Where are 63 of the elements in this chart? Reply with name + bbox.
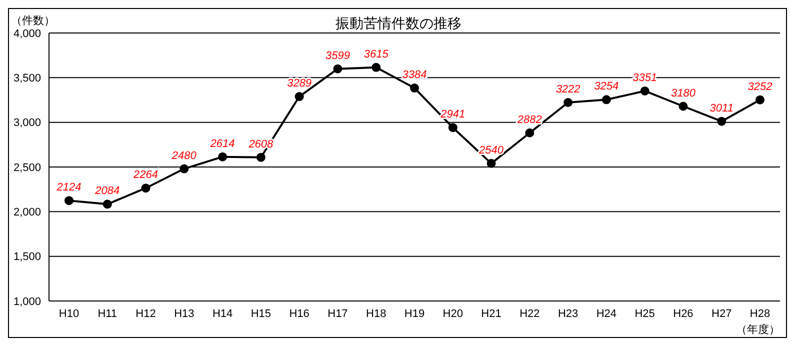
point [180, 164, 189, 174]
y-tick-label: 2,500 [13, 162, 41, 174]
data-label: 3252 [748, 80, 772, 93]
y-tick-label: 4,000 [13, 28, 41, 40]
y-tick-label: 3,000 [13, 117, 41, 130]
x-tick-label: H21 [481, 308, 502, 320]
data-label: 3180 [670, 87, 696, 100]
x-tick-label: H17 [328, 308, 348, 320]
data-label: 2264 [132, 169, 158, 182]
x-tick-label: H22 [520, 308, 540, 320]
x-tick-label: H11 [98, 308, 118, 320]
y-axis-title: （件数） [11, 14, 55, 28]
point [640, 86, 650, 96]
data-label: 3254 [594, 80, 619, 93]
data-label: 2941 [440, 108, 466, 121]
data-label: 2614 [209, 138, 235, 150]
x-tick-label: H13 [174, 308, 194, 320]
x-tick-label: H28 [750, 308, 770, 320]
x-tick-label: H19 [404, 308, 425, 320]
point [372, 62, 381, 72]
point [525, 128, 534, 138]
point [294, 92, 304, 102]
point [102, 200, 112, 209]
point [564, 98, 573, 107]
x-tick-label: H27 [712, 308, 732, 320]
point [64, 196, 74, 206]
y-tick-label: 1,000 [13, 296, 41, 308]
point [756, 95, 764, 104]
point [448, 123, 458, 132]
data-label: 2124 [56, 182, 82, 194]
point [141, 184, 150, 193]
x-axis-title: （年度） [736, 322, 780, 337]
point [678, 102, 688, 111]
point [218, 152, 228, 162]
point [410, 84, 419, 93]
point [333, 64, 342, 74]
x-tick-label: H10 [58, 308, 80, 320]
y-tick-label: 2,000 [13, 206, 41, 219]
y-tick-label: 3,500 [13, 72, 41, 85]
x-tick-label: H26 [673, 308, 694, 320]
x-tick-label: H14 [212, 308, 233, 320]
chart-title: 振動苦情件数の推移 [336, 15, 462, 31]
x-tick-label: H15 [250, 308, 272, 320]
data-label: 3289 [287, 78, 312, 90]
point [602, 95, 611, 104]
x-tick-label: H12 [136, 308, 156, 320]
x-tick-label: H18 [366, 308, 386, 320]
x-tick-label: H25 [634, 308, 655, 320]
data-label: 3599 [325, 50, 350, 62]
point [486, 158, 496, 168]
data-label: 2084 [94, 185, 120, 198]
data-label: 2480 [170, 150, 198, 162]
x-tick-label: H16 [289, 308, 310, 320]
x-tick-label: H20 [442, 308, 463, 320]
x-tick-label: H24 [596, 308, 617, 320]
point [717, 116, 726, 126]
data-label: 2540 [478, 144, 504, 156]
data-label: 3222 [556, 84, 580, 96]
y-tick-label: 1,500 [13, 251, 41, 264]
point [256, 152, 266, 162]
x-tick-label: H23 [558, 308, 578, 320]
data-label: 3011 [710, 102, 734, 114]
data-label: 3615 [364, 48, 390, 60]
